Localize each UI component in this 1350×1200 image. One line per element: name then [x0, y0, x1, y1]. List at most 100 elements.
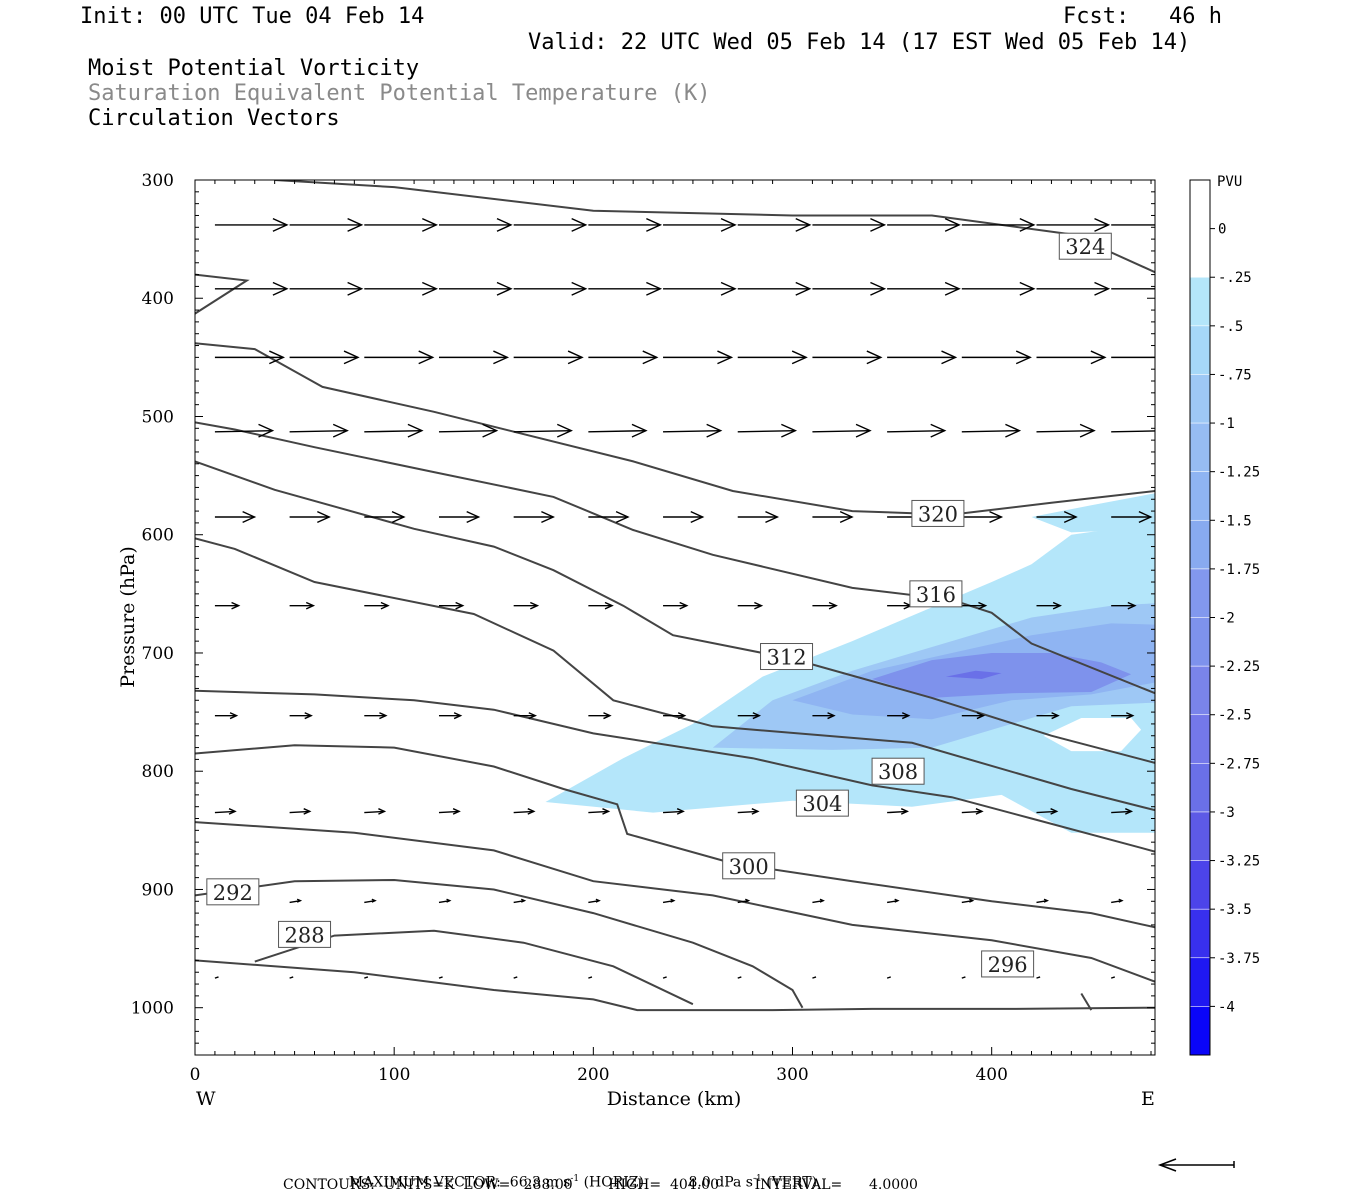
vector-head: [819, 898, 825, 903]
theta-contour-292: [195, 878, 804, 1009]
vector-head: [602, 808, 611, 815]
contour-labels: 324 320 316 312 308 304 300 296 292 288: [206, 232, 1112, 978]
vector-head: [976, 712, 986, 720]
vector-head: [422, 217, 439, 232]
circulation-vectors: [214, 217, 1180, 979]
colorbar-label: -1: [1218, 416, 1235, 432]
colorbar-label: -3.25: [1218, 854, 1260, 870]
vector-head: [1125, 808, 1134, 815]
vector-head: [944, 281, 961, 296]
vector-head: [975, 808, 984, 815]
contours-info: CONTOURS: UNITS=K LOW= 288.00 HIGH= 404.…: [283, 1177, 918, 1193]
vector-head: [343, 350, 360, 365]
colorbar-label: -2.75: [1218, 756, 1260, 772]
vector-head: [855, 423, 872, 438]
vector-head: [765, 511, 780, 523]
contour-label: 296: [988, 953, 1028, 977]
pv-shade-region: [1031, 493, 1155, 533]
y-tick-label: 400: [142, 289, 174, 309]
vector-head: [720, 281, 737, 296]
forecast-hour: Fcst: 46 h: [1063, 4, 1222, 29]
vector-head: [752, 712, 762, 720]
circulation-vector: [214, 810, 236, 814]
vector-head: [496, 217, 513, 232]
pv-colorbar: 0 -.25 -.5 -.75 -1 -1.25 -1.5 -1.75 -2 -2.25 -2.5 -…: [1189, 179, 1260, 1056]
vector-head: [446, 898, 452, 903]
theta-contour-312: [195, 460, 1155, 764]
field-title-theta-es: Saturation Equivalent Potential Temperat…: [88, 81, 711, 106]
colorbar-swatch: [1189, 276, 1211, 327]
circulation-vector: [662, 976, 667, 979]
colorbar-label: -4: [1218, 999, 1235, 1015]
contour-label-box: [911, 499, 965, 527]
vector-head: [969, 898, 975, 903]
contour-label: 320: [918, 502, 958, 526]
x-tick-label: 0: [190, 1065, 201, 1085]
circulation-vector: [663, 810, 684, 814]
pv-shading: [545, 493, 1155, 833]
vector-head: [795, 281, 812, 296]
circulation-vector: [364, 976, 369, 979]
circulation-vector: [1110, 976, 1116, 979]
contour-label-box: [206, 878, 260, 906]
vector-head: [1166, 351, 1180, 364]
x-tick-label: 200: [577, 1065, 609, 1085]
vector-head: [1126, 712, 1135, 720]
colorbar-swatch: [1189, 763, 1211, 813]
pv-shade-region: [945, 670, 1002, 679]
vector-head: [407, 423, 424, 438]
horiz-label: (HORIZ): [583, 1174, 644, 1191]
colorbar-label: -2.25: [1218, 659, 1260, 675]
vector-head: [781, 423, 798, 438]
vector-head: [422, 281, 439, 296]
circulation-vector: [961, 810, 983, 814]
vector-head: [527, 808, 536, 815]
vector-head: [930, 423, 947, 438]
vector-head: [1043, 898, 1049, 903]
vector-head: [242, 511, 257, 523]
vector-head: [646, 217, 663, 232]
colorbar-label: -1.75: [1218, 562, 1260, 578]
contour-label: 308: [878, 760, 918, 784]
y-tick-label: 1000: [131, 999, 174, 1019]
circulation-vector: [289, 976, 294, 979]
circulation-vector: [1111, 810, 1132, 814]
vector-head: [455, 601, 465, 610]
vector-head: [595, 898, 601, 903]
circulation-vector: [887, 810, 908, 814]
vector-head: [1052, 601, 1062, 610]
vector-head: [706, 423, 723, 438]
vector-head: [304, 712, 313, 720]
vector-head: [482, 423, 499, 438]
y-axis-label: Pressure (hPa): [117, 546, 139, 688]
circulation-vector: [737, 429, 796, 433]
contour-label: 300: [729, 855, 769, 879]
colorbar-label: -.5: [1218, 319, 1243, 335]
circulation-vector: [886, 976, 891, 979]
colorbar-swatch: [1189, 568, 1211, 619]
vector-head: [604, 601, 614, 610]
contour-label: 292: [213, 881, 253, 905]
colorbar-label: -3.5: [1218, 902, 1252, 918]
circulation-vector: [364, 429, 422, 433]
vector-head: [303, 808, 312, 815]
vector-head: [642, 350, 659, 365]
vector-head: [677, 712, 687, 720]
colorbar-swatch: [1189, 228, 1211, 279]
vector-head: [371, 898, 377, 903]
contour-label: 324: [1065, 235, 1105, 259]
vector-head: [452, 808, 461, 815]
vector-head: [944, 217, 961, 232]
vector-head: [795, 217, 812, 232]
circulation-vector: [1036, 810, 1057, 814]
circulation-vector: [961, 429, 1020, 433]
max-vector-line: MAXIMUM VECTOR: 66.3 m s-1 (HORIZ) 8.0 d…: [348, 1174, 818, 1191]
colorbar-swatch: [1189, 325, 1211, 376]
vector-head: [870, 281, 887, 296]
vector-head: [379, 712, 388, 720]
theta-contour-316: [195, 421, 1155, 695]
theta-contours: [195, 180, 1155, 1012]
x-tick-label: 400: [975, 1065, 1007, 1085]
west-label: W: [196, 1088, 216, 1110]
